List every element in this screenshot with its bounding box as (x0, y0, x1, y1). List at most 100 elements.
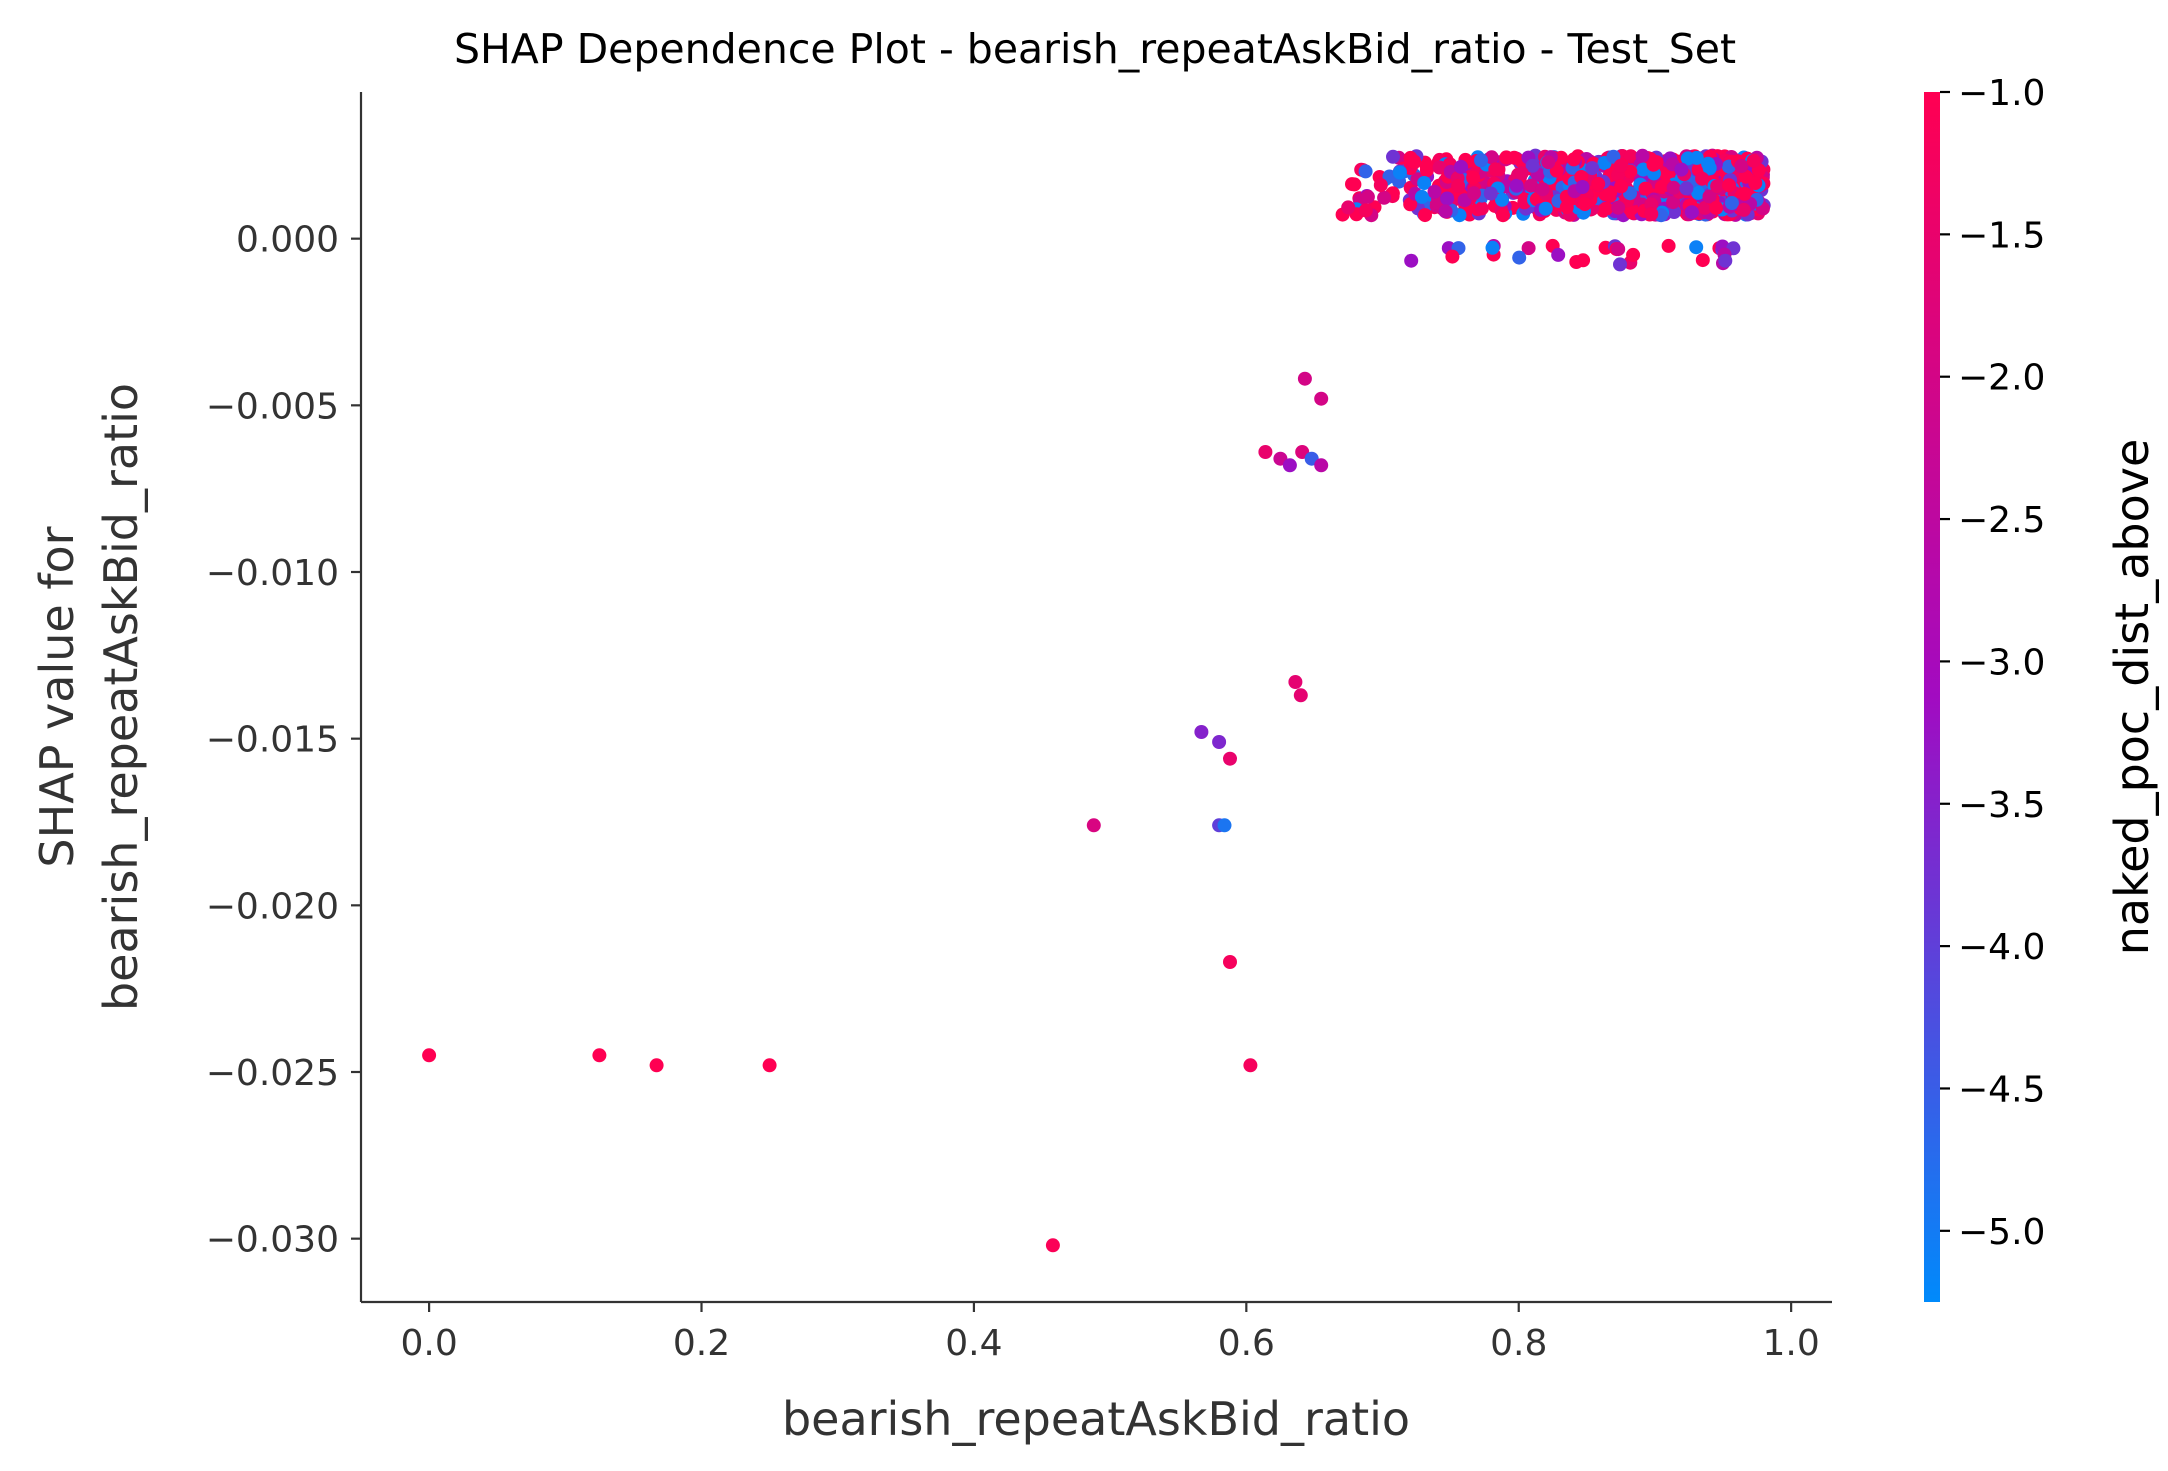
colorbar-tick-label: −3.0 (1958, 642, 2045, 683)
scatter-point (1293, 688, 1308, 703)
scatter-point (1524, 178, 1539, 193)
scatter-point (1474, 201, 1489, 216)
scatter-point (1509, 178, 1524, 193)
scatter-point (1403, 197, 1418, 212)
scatter-point (1045, 1238, 1060, 1253)
scatter-point (1603, 185, 1618, 200)
x-tick-label: 0.8 (1490, 1323, 1547, 1364)
colorbar-tick-label: −1.5 (1958, 215, 2045, 256)
scatter-point (1635, 148, 1650, 163)
scatter-point (1194, 725, 1209, 739)
colorbar-tick-label: −5.0 (1958, 1212, 2045, 1253)
scatter-point (1644, 207, 1659, 221)
scatter-point (1373, 178, 1388, 193)
chart-title: SHAP Dependence Plot - bearish_repeatAsk… (454, 25, 1736, 73)
scatter-point (1243, 1058, 1258, 1073)
x-axis-ticks: 0.0 0.2 0.4 0.6 0.8 1.0 (400, 1302, 1820, 1364)
scatter-point (1282, 458, 1297, 473)
x-axis-label: bearish_repeatAskBid_ratio (782, 1392, 1410, 1446)
scatter-point (1217, 818, 1232, 833)
y-tick-label: −0.030 (206, 1220, 339, 1261)
scatter-point (1314, 391, 1329, 406)
scatter-point (1722, 178, 1736, 193)
scatter-point (1710, 179, 1725, 194)
colorbar (1924, 92, 1940, 1302)
scatter-point (1736, 202, 1751, 217)
scatter-point (1525, 158, 1540, 173)
scatter-point (1404, 253, 1419, 268)
scatter-point (1454, 159, 1469, 174)
scatter-point (1377, 190, 1392, 205)
scatter-point (1258, 445, 1273, 459)
y-tick-label: −0.020 (206, 886, 339, 927)
scatter-point (1599, 201, 1614, 216)
scatter-point (1679, 181, 1694, 196)
scatter-point (1702, 189, 1717, 204)
scatter-point (1566, 152, 1581, 167)
scatter-point (1445, 249, 1460, 264)
y-tick-label: −0.005 (206, 386, 339, 427)
scatter-point (1538, 201, 1553, 216)
scatter-point (1358, 164, 1373, 179)
scatter-point (1495, 192, 1509, 207)
points-layer (422, 148, 1771, 1253)
scatter-point (1748, 176, 1763, 190)
scatter-point (1474, 153, 1488, 168)
scatter-point (1288, 675, 1303, 689)
x-tick-label: 0.0 (400, 1323, 457, 1364)
y-tick-label: −0.025 (206, 1053, 339, 1094)
x-tick-label: 0.6 (1218, 1323, 1275, 1364)
scatter-point (1347, 177, 1362, 192)
scatter-point (1484, 150, 1499, 165)
scatter-point (1419, 163, 1434, 178)
scatter-point (1341, 200, 1356, 215)
x-tick-label: 0.4 (945, 1323, 1002, 1364)
scatter-point (1417, 176, 1432, 190)
scatter-point (1613, 158, 1628, 173)
scatter-point (1709, 200, 1724, 215)
scatter-point (762, 1058, 777, 1073)
scatter-point (1223, 751, 1237, 766)
colorbar-ticks: −1.0 −1.5 −2.0 −2.5 −3.0 −3.5 −4.0 −4.5 −5.0 (1940, 73, 2045, 1253)
colorbar-label: naked_poc_dist_above (2105, 439, 2159, 956)
scatter-point (1360, 189, 1375, 204)
scatter-point (1695, 171, 1710, 186)
scatter-point (1689, 150, 1704, 165)
scatter-point (1591, 176, 1606, 191)
scatter-point (1666, 195, 1681, 210)
scatter-point (649, 1058, 664, 1073)
scatter-point (1577, 197, 1592, 212)
scatter-point (1499, 150, 1514, 165)
scatter-point (1223, 955, 1237, 969)
scatter-point (1551, 247, 1566, 262)
scatter-point (1575, 180, 1590, 194)
scatter-point (1432, 160, 1447, 175)
scatter-point (1512, 250, 1527, 265)
y-tick-label: 0.000 (236, 220, 339, 261)
scatter-point (1314, 458, 1329, 473)
scatter-point (1549, 163, 1564, 178)
colorbar-tick-label: −4.0 (1958, 927, 2045, 968)
scatter-point (1427, 184, 1442, 199)
scatter-point (1702, 161, 1717, 175)
scatter-point (1661, 238, 1676, 253)
scatter-point (1611, 242, 1626, 257)
scatter-point (1638, 181, 1653, 196)
colorbar-tick-label: −1.0 (1958, 73, 2045, 114)
scatter-point (1485, 240, 1500, 255)
colorbar-tick-label: −4.5 (1958, 1069, 2045, 1110)
scatter-point (1684, 205, 1699, 220)
y-tick-label: −0.015 (206, 720, 339, 761)
scatter-point (1644, 197, 1659, 212)
y-axis-label-line2: bearish_repeatAskBid_ratio (94, 383, 148, 1011)
scatter-point (1297, 371, 1312, 386)
x-tick-label: 1.0 (1763, 1323, 1820, 1364)
scatter-point (1611, 200, 1626, 215)
scatter-point (1674, 162, 1689, 177)
scatter-point (1569, 255, 1584, 269)
scatter-point (1535, 182, 1550, 197)
scatter-point (1541, 155, 1556, 170)
scatter-point (1440, 191, 1455, 206)
scatter-point (1451, 178, 1466, 193)
scatter-point (1521, 241, 1536, 256)
